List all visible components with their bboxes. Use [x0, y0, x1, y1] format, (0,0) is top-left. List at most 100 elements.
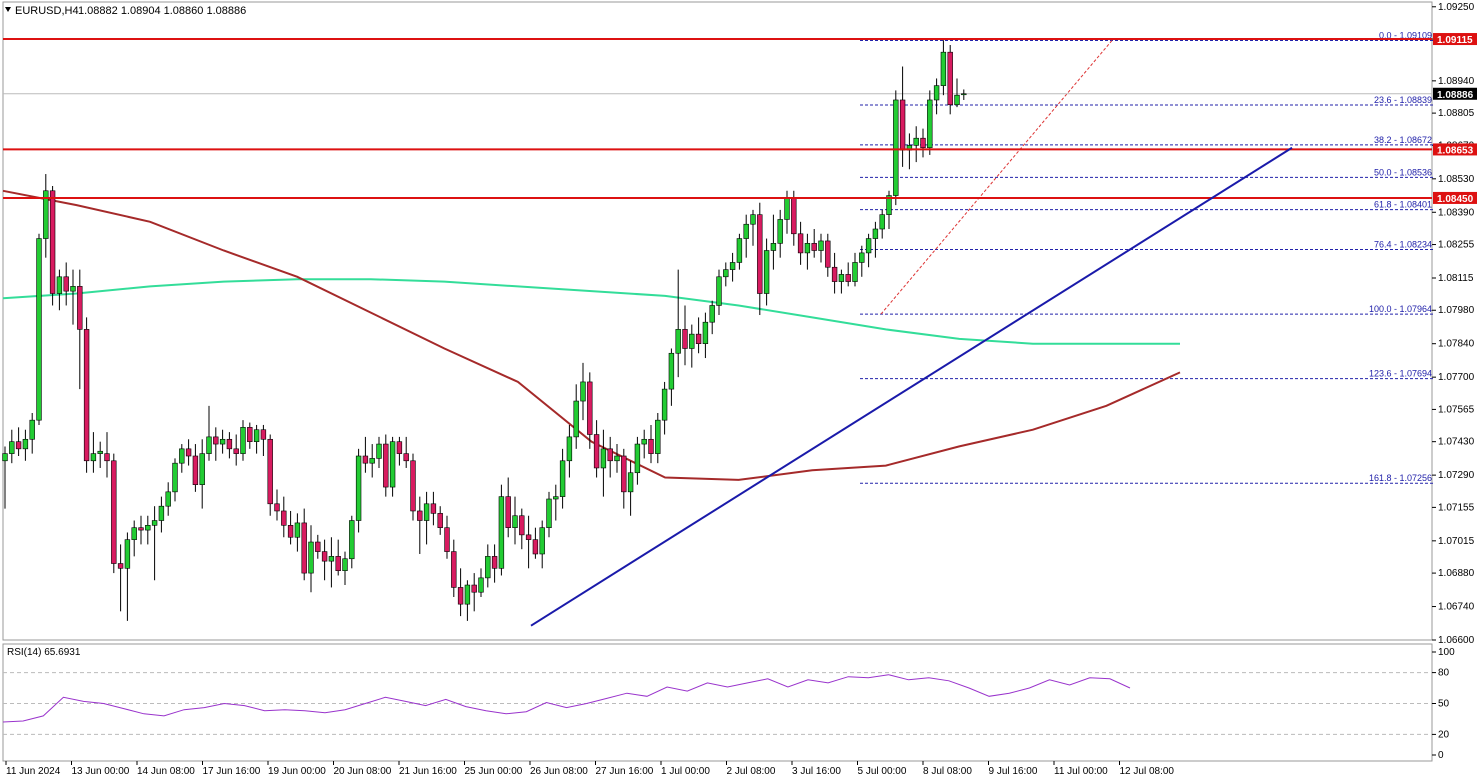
rsi-tick-label: 0: [1438, 750, 1444, 761]
candle-body: [580, 381, 586, 402]
candle-body: [172, 462, 178, 493]
candle-body: [682, 329, 688, 349]
candle-body: [933, 85, 940, 101]
candle-body: [308, 541, 314, 574]
candle-body: [192, 455, 199, 485]
candle-body: [124, 539, 131, 569]
candle-body: [838, 274, 845, 282]
candle-body: [56, 276, 63, 294]
candle-body: [321, 551, 328, 562]
fibonacci-level-label: 50.0 - 1.08536: [1374, 167, 1432, 177]
candle-body: [185, 448, 192, 457]
candle-body: [852, 262, 858, 282]
candle-body: [689, 333, 695, 349]
candle-body: [757, 214, 763, 294]
candle-body: [362, 455, 369, 464]
candle-body: [791, 197, 797, 235]
candle-body: [559, 460, 566, 497]
candle-body: [940, 51, 947, 86]
candle-body: [410, 460, 416, 512]
candle-body: [593, 434, 600, 469]
candle-body: [369, 458, 375, 464]
candle-body: [729, 262, 736, 270]
candle-body: [315, 541, 321, 552]
price-tick-label: 1.07980: [1438, 305, 1475, 316]
candle-body: [287, 525, 294, 538]
candle-body: [383, 443, 389, 488]
candle-body: [573, 400, 579, 438]
candle-body: [90, 453, 97, 462]
candle-body: [825, 240, 831, 268]
candle-body: [491, 556, 498, 569]
candle-body: [743, 223, 749, 239]
candle-body: [219, 438, 226, 445]
price-tick-label: 1.08255: [1438, 240, 1475, 251]
candle-body: [961, 93, 967, 96]
fibonacci-level-label: 76.4 - 1.08234: [1374, 240, 1432, 250]
candle-body: [750, 214, 756, 225]
time-axis: 11 Jun 2024 13 Jun 00:00 14 Jun 08:00 17 Ju…: [5, 761, 1175, 777]
price-tick-label: 1.08940: [1438, 76, 1475, 87]
rsi-tick-label: 80: [1438, 668, 1450, 679]
candle-body: [777, 219, 783, 244]
candle-body: [546, 498, 552, 528]
rsi-pane-frame: [2, 643, 1433, 762]
candle-body: [947, 51, 953, 106]
candle-body: [634, 443, 641, 474]
candle-body: [614, 455, 620, 462]
price-tick-label: 1.07155: [1438, 502, 1475, 513]
candle-body: [893, 99, 899, 196]
candle-body: [553, 496, 559, 500]
time-tick-label: 17 Jun 16:00: [203, 766, 261, 777]
candle-body: [104, 453, 110, 462]
resistance-price-badge: 1.08653: [1437, 145, 1474, 156]
candle-body: [784, 197, 790, 220]
candle-body: [165, 491, 171, 507]
time-tick-label: 2 Jul 08:00: [727, 766, 776, 777]
candle-body: [525, 534, 532, 540]
time-tick-label: 3 Jul 16:00: [792, 766, 841, 777]
candle-body: [716, 276, 722, 306]
drawn-lines[interactable]: [3, 38, 1432, 627]
candle-body: [512, 515, 518, 528]
candle-body: [36, 238, 42, 421]
candle-body: [621, 455, 627, 493]
time-tick-label: 21 Jun 16:00: [399, 766, 457, 777]
time-tick-label: 11 Jul 00:00: [1054, 766, 1108, 777]
candle-body: [437, 513, 443, 528]
ohlc-readout: 1.08882 1.08904 1.08860 1.08886: [78, 5, 246, 17]
candle-body: [335, 556, 341, 572]
candle-body: [457, 587, 464, 605]
current-price-badge-bg: [1433, 87, 1477, 100]
candle-body: [797, 233, 804, 254]
candle-body: [294, 522, 301, 538]
time-tick-label: 12 Jul 08:00: [1120, 766, 1175, 777]
price-badges: 1.09115 1.08653 1.08450 1.08886: [1433, 33, 1477, 205]
candle-body: [97, 450, 103, 454]
candle-body: [403, 453, 409, 462]
resistance-price-badge-bg: [1433, 191, 1477, 204]
candle-body: [675, 329, 681, 354]
candle-body: [818, 240, 824, 251]
candle-body: [859, 252, 865, 263]
candle-body: [655, 419, 661, 454]
price-tick-label: 1.08115: [1438, 273, 1474, 284]
price-tick-label: 1.07015: [1438, 536, 1475, 547]
candle-body: [301, 522, 307, 574]
candle-body: [349, 520, 355, 560]
candle-body: [199, 453, 205, 485]
candle-body: [417, 510, 423, 521]
price-tick-label: 1.07565: [1438, 404, 1475, 415]
candle-body: [845, 274, 851, 282]
fibonacci-level-label: 100.0 - 1.07964: [1369, 304, 1432, 314]
candle-body: [886, 195, 892, 215]
candle-body: [423, 503, 430, 521]
candle-body: [260, 429, 267, 440]
candle-body: [702, 321, 709, 345]
candle-body: [145, 525, 151, 531]
rsi-axis: 100 80 50 20 0: [3, 647, 1455, 761]
collapse-triangle-icon[interactable]: [5, 7, 11, 12]
candle-body: [267, 438, 273, 505]
